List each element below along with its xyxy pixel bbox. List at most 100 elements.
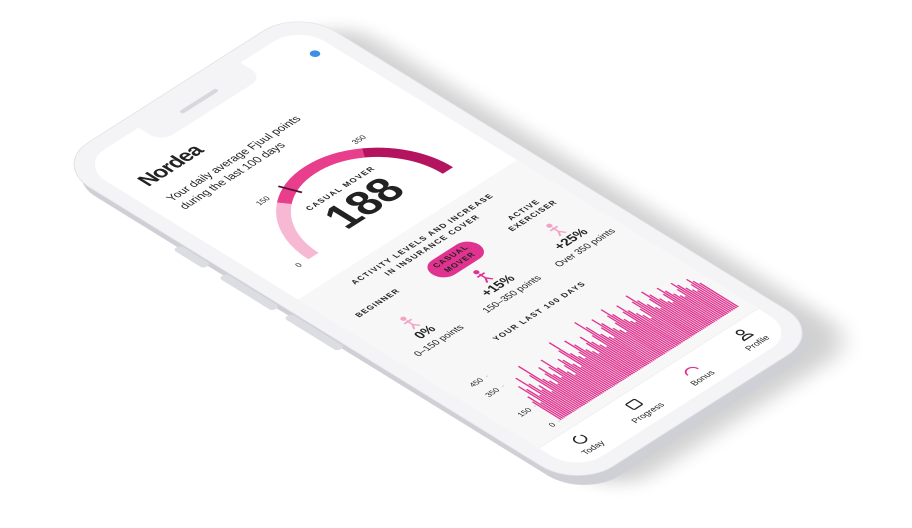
gauge-segment — [276, 202, 319, 260]
bar — [566, 371, 604, 394]
bar — [639, 308, 689, 340]
bar — [612, 327, 661, 358]
bar — [667, 301, 709, 327]
bar — [548, 380, 587, 405]
bar — [631, 301, 691, 338]
bar — [598, 352, 634, 375]
level-icon — [473, 270, 480, 275]
bar — [664, 290, 716, 323]
nav-icon — [625, 398, 643, 410]
bar — [616, 305, 680, 345]
bar — [579, 336, 638, 373]
bar — [634, 321, 677, 348]
bar — [605, 346, 643, 369]
bar — [558, 350, 616, 386]
bar — [625, 331, 664, 356]
bar — [517, 365, 584, 407]
gauge-marker — [277, 185, 303, 194]
info-button[interactable] — [308, 49, 323, 58]
bar — [672, 293, 718, 321]
bar — [573, 344, 629, 378]
bar — [627, 310, 682, 344]
bar — [560, 376, 596, 399]
bar — [600, 309, 670, 352]
tick-mark — [501, 385, 505, 388]
nav-icon — [741, 333, 755, 342]
y-tick-label: 0 — [547, 421, 559, 428]
bar — [685, 287, 729, 315]
bar — [569, 353, 620, 384]
bar — [599, 344, 641, 370]
bar — [539, 394, 571, 415]
bar — [658, 298, 707, 328]
nav-icon — [572, 434, 588, 444]
bar — [541, 389, 577, 411]
level-pill — [427, 241, 484, 278]
level-icon — [476, 272, 494, 283]
gauge-tick-label: 0 — [293, 261, 305, 268]
bar — [542, 378, 586, 406]
nav-divider — [538, 308, 759, 449]
bar — [585, 326, 648, 366]
bar — [562, 359, 611, 390]
bar — [540, 402, 566, 418]
level-icon — [403, 318, 421, 330]
bar — [591, 335, 645, 368]
side-button — [285, 314, 343, 351]
bar — [636, 300, 695, 336]
side-button — [174, 246, 209, 268]
bar — [659, 307, 700, 333]
bar — [635, 313, 684, 343]
bar — [606, 315, 668, 353]
bar — [623, 318, 673, 350]
gauge-segment — [277, 148, 365, 205]
bar — [691, 289, 731, 313]
bar — [676, 284, 727, 316]
side-button — [220, 274, 278, 311]
bar — [629, 320, 675, 349]
bar — [600, 323, 659, 359]
speaker — [179, 89, 219, 114]
screen-section — [298, 160, 758, 449]
bar — [515, 377, 573, 414]
bar — [648, 298, 702, 332]
bar — [580, 366, 614, 387]
bar — [526, 388, 570, 416]
bar — [662, 293, 713, 325]
level-icon — [549, 225, 567, 237]
bar — [692, 280, 738, 309]
bar — [585, 342, 636, 374]
bar — [646, 304, 697, 335]
bar — [611, 314, 671, 351]
bar — [574, 374, 605, 393]
nav-icon — [684, 366, 699, 376]
bar — [619, 329, 663, 357]
bar — [679, 295, 720, 320]
bar — [578, 351, 625, 381]
bar — [557, 358, 609, 391]
bar — [563, 364, 607, 392]
bar — [531, 401, 562, 421]
gauge-segment — [361, 147, 454, 174]
bar — [654, 306, 698, 334]
bar — [572, 363, 612, 389]
bar — [556, 367, 602, 395]
bar — [614, 322, 666, 354]
bar — [684, 296, 722, 319]
bar — [577, 355, 621, 383]
bar — [608, 336, 652, 364]
bar — [625, 295, 693, 337]
bar — [600, 327, 655, 361]
bar — [585, 349, 630, 377]
bar — [538, 367, 593, 401]
bar — [551, 390, 580, 409]
bar — [591, 319, 657, 360]
bar — [672, 301, 711, 326]
bar — [650, 317, 688, 341]
bar — [563, 340, 627, 380]
bar — [699, 282, 739, 308]
level-icon — [400, 316, 407, 321]
bar — [552, 373, 595, 400]
